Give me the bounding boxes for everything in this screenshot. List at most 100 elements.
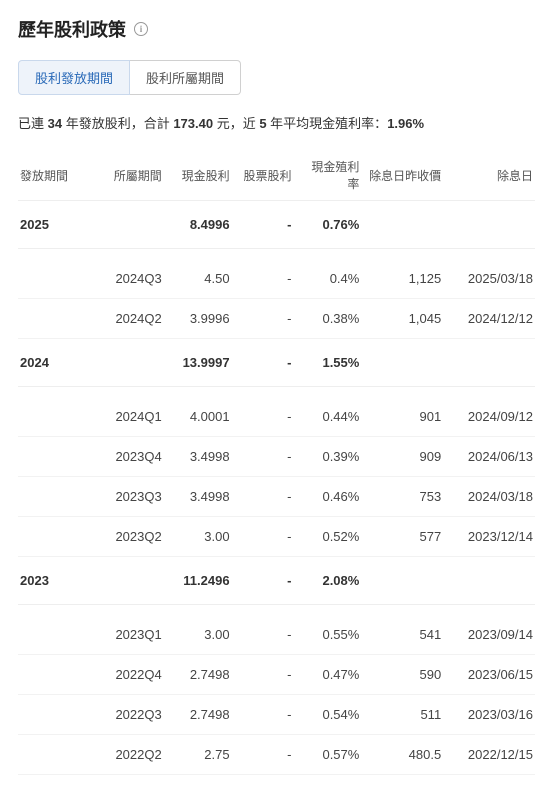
cell-cash: 2.7498 <box>166 667 234 682</box>
cell-close: 1,125 <box>363 271 445 286</box>
cell-sum-cash: 11.2496 <box>166 573 234 588</box>
summary-avg-yield: 1.96% <box>387 116 424 131</box>
year-summary-row[interactable]: 2025 8.4996-0.76% <box>18 201 535 249</box>
cell-cash: 3.4998 <box>166 449 234 464</box>
table-row[interactable]: 2024Q34.50-0.4%1,1252025/03/18 <box>18 259 535 299</box>
cell-cash: 3.00 <box>166 627 234 642</box>
cell-belong: 2022Q2 <box>96 747 166 762</box>
cell-belong: 2022Q3 <box>96 707 166 722</box>
cell-yield: 0.38% <box>295 311 363 326</box>
table-row[interactable]: 2023Q13.00-0.55%5412023/09/14 <box>18 615 535 655</box>
cell-belong: 2024Q3 <box>96 271 166 286</box>
cell-stock: - <box>234 271 296 286</box>
cell-exdate: 2024/09/12 <box>445 409 535 424</box>
cell-yield: 0.47% <box>295 667 363 682</box>
cell-cash: 2.75 <box>166 747 234 762</box>
cell-stock: - <box>234 627 296 642</box>
cell-belong: 2023Q4 <box>96 449 166 464</box>
table-row[interactable]: 2023Q23.00-0.52%5772023/12/14 <box>18 517 535 557</box>
cell-cash: 4.50 <box>166 271 234 286</box>
cell-stock: - <box>234 707 296 722</box>
col-period: 發放期間 <box>18 167 96 184</box>
table-row[interactable]: 2022Q42.7498-0.47%5902023/06/15 <box>18 655 535 695</box>
cell-close: 480.5 <box>363 747 445 762</box>
year-summary-row[interactable]: 2023 11.2496-2.08% <box>18 557 535 605</box>
summary-text: 元，近 <box>213 116 259 131</box>
cell-exdate: 2024/06/13 <box>445 449 535 464</box>
cell-yield: 0.57% <box>295 747 363 762</box>
cell-cash: 2.7498 <box>166 707 234 722</box>
dividend-table: 發放期間 所屬期間 現金股利 股票股利 現金殖利率 除息日昨收價 除息日 202… <box>18 150 535 775</box>
summary-total: 173.40 <box>173 116 213 131</box>
cell-year: 2023 <box>18 573 96 588</box>
cell-stock: - <box>234 489 296 504</box>
year-summary-row[interactable]: 2024 13.9997-1.55% <box>18 339 535 387</box>
cell-close: 577 <box>363 529 445 544</box>
cell-exdate: 2023/03/16 <box>445 707 535 722</box>
cell-exdate: 2023/09/14 <box>445 627 535 642</box>
table-row[interactable]: 2023Q43.4998-0.39%9092024/06/13 <box>18 437 535 477</box>
tab-payout-period[interactable]: 股利發放期間 <box>18 60 130 95</box>
info-icon[interactable]: i <box>134 22 148 36</box>
col-stock: 股票股利 <box>234 167 296 184</box>
col-close: 除息日昨收價 <box>363 167 445 184</box>
table-row[interactable]: 2024Q23.9996-0.38%1,0452024/12/12 <box>18 299 535 339</box>
cell-cash: 4.0001 <box>166 409 234 424</box>
tab-group: 股利發放期間 股利所屬期間 <box>18 60 535 95</box>
cell-exdate: 2025/03/18 <box>445 271 535 286</box>
cell-sum-yield: 0.76% <box>295 217 363 232</box>
col-yield: 現金殖利率 <box>295 158 363 192</box>
col-belong: 所屬期間 <box>96 167 166 184</box>
table-row[interactable]: 2022Q22.75-0.57%480.52022/12/15 <box>18 735 535 775</box>
cell-stock: - <box>234 747 296 762</box>
cell-exdate: 2023/12/14 <box>445 529 535 544</box>
cell-cash: 3.00 <box>166 529 234 544</box>
table-row[interactable]: 2024Q14.0001-0.44%9012024/09/12 <box>18 397 535 437</box>
summary-text: 年發放股利，合計 <box>62 116 173 131</box>
cell-sum-yield: 2.08% <box>295 573 363 588</box>
page-title: 歷年股利政策 <box>18 16 126 42</box>
cell-close: 541 <box>363 627 445 642</box>
cell-stock: - <box>234 311 296 326</box>
cell-yield: 0.4% <box>295 271 363 286</box>
table-row[interactable]: 2023Q33.4998-0.46%7532024/03/18 <box>18 477 535 517</box>
cell-yield: 0.55% <box>295 627 363 642</box>
cell-sum-stock: - <box>234 573 296 588</box>
cell-belong: 2024Q2 <box>96 311 166 326</box>
table-row[interactable]: 2022Q32.7498-0.54%5112023/03/16 <box>18 695 535 735</box>
cell-year: 2025 <box>18 217 96 232</box>
col-exdate: 除息日 <box>445 167 535 184</box>
cell-sum-cash: 13.9997 <box>166 355 234 370</box>
cell-sum-stock: - <box>234 355 296 370</box>
table-header: 發放期間 所屬期間 現金股利 股票股利 現金殖利率 除息日昨收價 除息日 <box>18 150 535 201</box>
cell-cash: 3.4998 <box>166 489 234 504</box>
cell-close: 1,045 <box>363 311 445 326</box>
cell-belong: 2024Q1 <box>96 409 166 424</box>
cell-belong: 2022Q4 <box>96 667 166 682</box>
spacer <box>18 605 535 615</box>
cell-yield: 0.54% <box>295 707 363 722</box>
tab-belong-period[interactable]: 股利所屬期間 <box>130 60 241 95</box>
cell-stock: - <box>234 667 296 682</box>
cell-close: 511 <box>363 707 445 722</box>
cell-close: 753 <box>363 489 445 504</box>
cell-sum-cash: 8.4996 <box>166 217 234 232</box>
cell-yield: 0.46% <box>295 489 363 504</box>
cell-yield: 0.39% <box>295 449 363 464</box>
spacer <box>18 387 535 397</box>
cell-sum-yield: 1.55% <box>295 355 363 370</box>
cell-exdate: 2022/12/15 <box>445 747 535 762</box>
cell-exdate: 2024/03/18 <box>445 489 535 504</box>
cell-belong: 2023Q1 <box>96 627 166 642</box>
cell-stock: - <box>234 529 296 544</box>
cell-belong: 2023Q2 <box>96 529 166 544</box>
cell-yield: 0.52% <box>295 529 363 544</box>
summary-text: 已連 <box>18 116 48 131</box>
spacer <box>18 249 535 259</box>
cell-close: 590 <box>363 667 445 682</box>
cell-exdate: 2024/12/12 <box>445 311 535 326</box>
cell-year: 2024 <box>18 355 96 370</box>
cell-stock: - <box>234 449 296 464</box>
summary-line: 已連 34 年發放股利，合計 173.40 元，近 5 年平均現金殖利率：1.9… <box>18 113 535 132</box>
cell-sum-stock: - <box>234 217 296 232</box>
